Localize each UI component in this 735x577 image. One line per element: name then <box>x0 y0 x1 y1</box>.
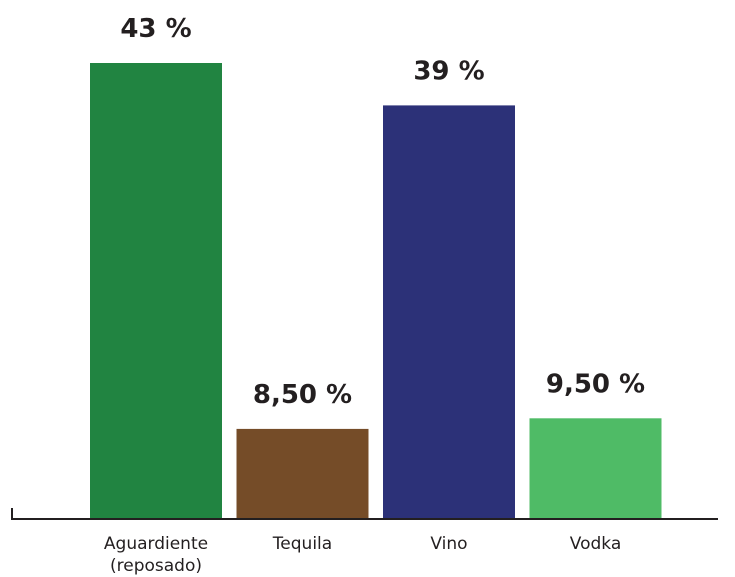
x-axis <box>11 508 718 520</box>
category-label-line: Vodka <box>570 534 621 554</box>
value-label-tequila: 8,50 % <box>253 380 352 410</box>
bar-tequila <box>236 428 369 519</box>
bar-vino <box>383 105 515 520</box>
value-labels-group: 43 % 8,50 % 39 % 9,50 % <box>120 14 645 410</box>
category-label-line: Aguardiente <box>104 534 208 554</box>
bar-vodka <box>529 418 662 519</box>
value-label-vino: 39 % <box>413 56 484 86</box>
x-axis-line <box>11 508 718 520</box>
category-label-vodka: Vodka <box>570 534 621 554</box>
bar-aguardiente <box>90 63 222 519</box>
category-labels-group: Aguardiente (reposado) Tequila Vino Vodka <box>104 534 621 576</box>
category-label-tequila: Tequila <box>272 534 332 554</box>
value-label-vodka: 9,50 % <box>546 369 645 399</box>
bars-group <box>90 63 662 520</box>
category-label-line: Tequila <box>272 534 332 554</box>
value-label-aguardiente: 43 % <box>120 14 191 44</box>
category-label-vino: Vino <box>430 534 467 554</box>
category-label-line: (reposado) <box>110 556 202 576</box>
category-label-line: Vino <box>430 534 467 554</box>
category-label-aguardiente: Aguardiente (reposado) <box>104 534 208 576</box>
